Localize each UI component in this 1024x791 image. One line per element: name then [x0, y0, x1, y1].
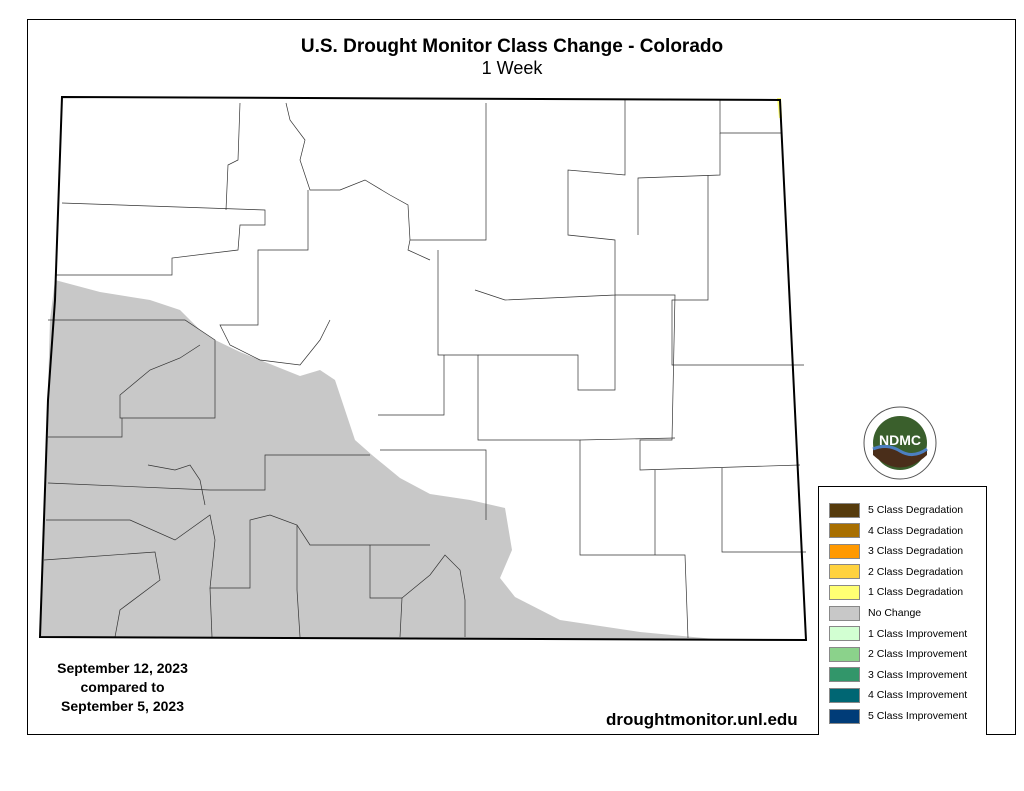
source-url: droughtmonitor.unl.edu	[606, 710, 798, 729]
legend-item: 2 Class Improvement	[829, 646, 967, 662]
legend-item: 5 Class Degradation	[829, 502, 963, 518]
legend: 5 Class Degradation 4 Class Degradation 3 …	[818, 486, 987, 735]
legend-item: 5 Class Improvement	[829, 708, 967, 724]
previous-date: September 5, 2023	[61, 698, 184, 714]
legend-item: 1 Class Improvement	[829, 626, 967, 642]
date-comparison: September 12, 2023 compared to September…	[40, 659, 205, 716]
legend-label: 3 Class Degradation	[868, 545, 964, 558]
legend-swatch	[829, 543, 860, 559]
map-title: U.S. Drought Monitor Class Change - Colo…	[300, 36, 724, 57]
legend-swatch	[829, 646, 860, 662]
county-boundaries	[43, 100, 806, 639]
legend-label: No Change	[868, 607, 922, 619]
current-date: September 12, 2023	[57, 660, 188, 676]
legend-swatch	[829, 667, 860, 683]
legend-item: 4 Class Degradation	[829, 523, 963, 539]
legend-swatch	[829, 708, 860, 724]
legend-item: 3 Class Degradation	[829, 543, 963, 559]
legend-label: 3 Class Improvement	[868, 668, 968, 681]
legend-swatch	[829, 687, 860, 703]
legend-label: 1 Class Degradation	[868, 586, 964, 599]
legend-item: 4 Class Improvement	[829, 687, 967, 703]
legend-swatch	[829, 564, 860, 580]
legend-label: 1 Class Improvement	[868, 627, 968, 640]
map-subtitle: 1 Week	[481, 58, 543, 78]
no-change-region	[40, 280, 725, 640]
legend-label: 4 Class Degradation	[868, 524, 964, 537]
legend-swatch	[829, 502, 860, 518]
legend-item: 2 Class Degradation	[829, 564, 963, 580]
legend-label: 5 Class Degradation	[868, 504, 964, 516]
legend-item: No Change	[829, 605, 921, 621]
legend-swatch	[829, 626, 860, 642]
compared-to-label: compared to	[80, 679, 165, 695]
colorado-state-outline	[38, 95, 808, 642]
legend-swatch	[829, 523, 860, 539]
legend-swatch	[829, 584, 860, 600]
legend-item: 3 Class Improvement	[829, 667, 967, 683]
legend-label: 5 Class Improvement	[868, 710, 968, 722]
map-frame	[27, 19, 1016, 735]
legend-label: 4 Class Improvement	[868, 689, 968, 702]
legend-label: 2 Class Improvement	[868, 648, 968, 661]
ndmc-logo: NDMC	[863, 406, 937, 480]
legend-swatch	[829, 605, 860, 621]
legend-label: 2 Class Degradation	[868, 565, 964, 578]
svg-text:NDMC: NDMC	[879, 432, 921, 448]
legend-item: 1 Class Degradation	[829, 584, 963, 600]
